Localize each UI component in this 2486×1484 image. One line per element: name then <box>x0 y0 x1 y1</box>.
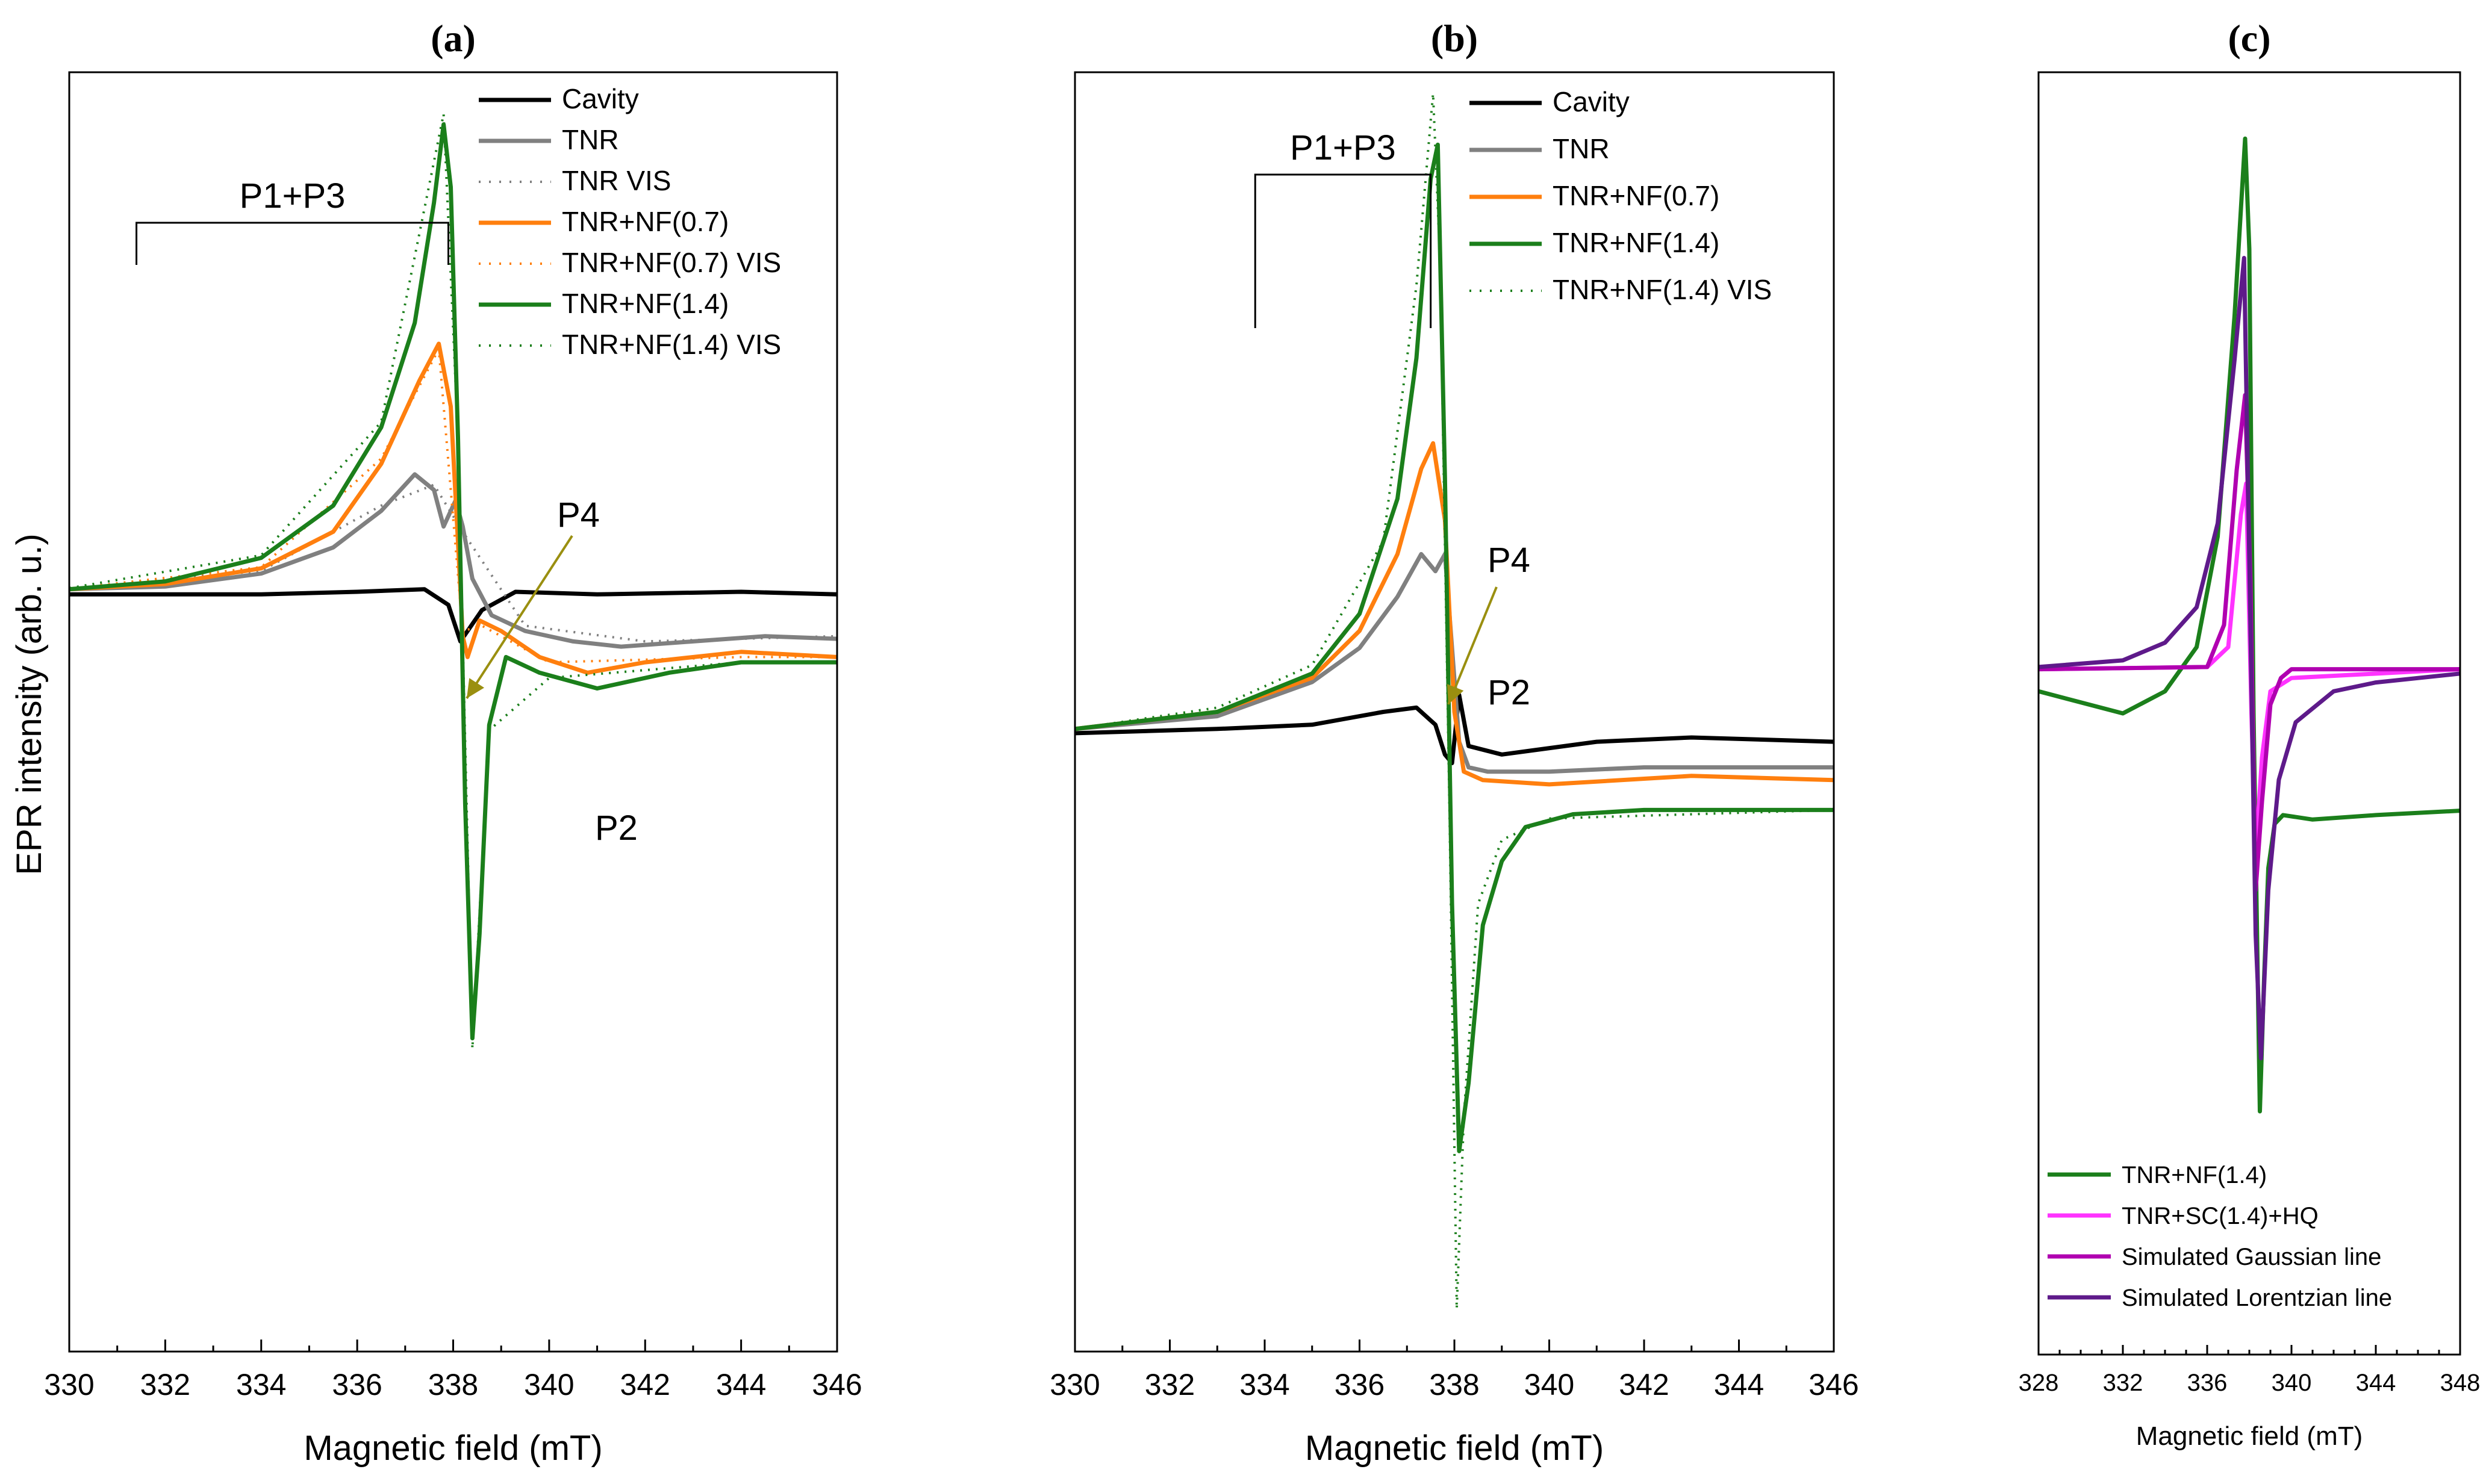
legend-label-simulated-gaussian-line: Simulated Gaussian line <box>2122 1244 2381 1270</box>
panel-a: (a) 330 332 334 336 338 340 342 344 346 Magnetic f… <box>44 17 862 1468</box>
x-axis-title: Magnetic field (mT) <box>2136 1421 2363 1451</box>
x-tick-label: 346 <box>1808 1368 1858 1402</box>
x-tick-label: 330 <box>1050 1368 1100 1402</box>
legend-label-tnr-nf-1-4-vis: TNR+NF(1.4) VIS <box>562 329 781 360</box>
x-tick-label: 332 <box>2103 1370 2143 1396</box>
arrow-p4 <box>466 535 573 700</box>
x-tick-label: 348 <box>2440 1370 2481 1396</box>
legend-label-tnr-nf-0-7: TNR+NF(0.7) <box>1553 180 1719 211</box>
panel-label: (a) <box>431 17 476 60</box>
x-tick-label: 346 <box>812 1368 862 1402</box>
annotation-p4: P4 <box>1488 541 1530 580</box>
series-tnr-nf-1-4 <box>69 122 837 1041</box>
legend-label-tnr: TNR <box>1553 133 1610 164</box>
arrow-head-p4 <box>1447 684 1464 704</box>
legend-label-tnr-nf-1-4: TNR+NF(1.4) <box>1553 227 1719 258</box>
legend-label-tnr-nf-0-7: TNR+NF(0.7) <box>562 206 729 237</box>
x-tick-label: 342 <box>620 1368 670 1402</box>
x-tick-label: 344 <box>1714 1368 1764 1402</box>
x-tick-label: 328 <box>2019 1370 2059 1396</box>
panel-label: (c) <box>2228 17 2270 60</box>
panel-label: (b) <box>1431 17 1478 60</box>
bracket-p1-p3 <box>136 222 450 265</box>
legend-label-tnr-vis: TNR VIS <box>562 165 671 196</box>
x-axis-title: Magnetic field (mT) <box>1305 1429 1604 1468</box>
x-tick-label: 344 <box>2356 1370 2396 1396</box>
x-tick-label: 336 <box>1335 1368 1385 1402</box>
x-tick-label: 334 <box>1239 1368 1289 1402</box>
x-tick-label: 340 <box>1524 1368 1574 1402</box>
legend-label-tnr-nf-0-7-vis: TNR+NF(0.7) VIS <box>562 247 781 278</box>
bracket-label-p1-p3: P1+P3 <box>1290 128 1396 167</box>
y-axis-title: EPR intensity (arb. u.) <box>10 533 49 875</box>
legend-label-cavity: Cavity <box>562 83 639 114</box>
legend-label-tnr-nf-1-4: TNR+NF(1.4) <box>562 288 729 319</box>
x-tick-label: 342 <box>1619 1368 1669 1402</box>
x-tick-label: 332 <box>1145 1368 1195 1402</box>
legend-label-simulated-lorentzian-line: Simulated Lorentzian line <box>2122 1285 2392 1311</box>
arrow-head-p4 <box>467 678 485 698</box>
x-axis-title: Magnetic field (mT) <box>304 1429 602 1468</box>
panel-b: (b) 330 332 334 336 338 340 342 344 346 Magnetic f… <box>1050 17 1858 1468</box>
legend: Cavity TNR TNR+NF(0.7) TNR+NF(1.4) TNR+NF(1.… <box>1469 86 1772 305</box>
series-simulated-lorentzian-line <box>2039 256 2460 1061</box>
legend-label-tnr: TNR <box>562 124 619 155</box>
annotation-p4: P4 <box>557 495 600 535</box>
x-tick-label: 330 <box>44 1368 94 1402</box>
x-tick-label: 336 <box>332 1368 382 1402</box>
bracket-label-p1-p3: P1+P3 <box>240 176 346 216</box>
x-tick-label: 336 <box>2187 1370 2228 1396</box>
bracket-p1-p3 <box>1254 173 1432 328</box>
x-tick-label: 334 <box>236 1368 286 1402</box>
x-tick-label: 340 <box>524 1368 574 1402</box>
series-group <box>69 113 837 1050</box>
x-tick-label: 338 <box>428 1368 478 1402</box>
arrow-p4 <box>1447 586 1498 705</box>
series-group <box>2039 136 2460 1114</box>
x-tick-label: 332 <box>140 1368 190 1402</box>
legend: TNR+NF(1.4) TNR+SC(1.4)+HQ Simulated Gauss… <box>2048 1162 2392 1311</box>
x-tick-label: 340 <box>2272 1370 2312 1396</box>
legend: Cavity TNR TNR VIS TNR+NF(0.7) TNR+NF(0.7) V… <box>479 83 781 360</box>
legend-label-cavity: Cavity <box>1553 86 1630 117</box>
series-tnr-nf-0-7 <box>1075 441 1834 787</box>
panel-c: (c) 328 332 336 340 344 348 Magnetic field (mT)… <box>2019 17 2481 1451</box>
legend-label-tnr-nf-1-4-vis: TNR+NF(1.4) VIS <box>1553 274 1772 305</box>
legend-label-tnr-sc-1-4-hq: TNR+SC(1.4)+HQ <box>2122 1203 2319 1229</box>
annotation-p2: P2 <box>1488 673 1530 712</box>
annotation-p2: P2 <box>595 809 638 848</box>
series-cavity <box>69 587 837 644</box>
legend-label-tnr-nf-1-4: TNR+NF(1.4) <box>2122 1162 2267 1188</box>
x-tick-label: 344 <box>716 1368 766 1402</box>
x-tick-label: 338 <box>1429 1368 1479 1402</box>
